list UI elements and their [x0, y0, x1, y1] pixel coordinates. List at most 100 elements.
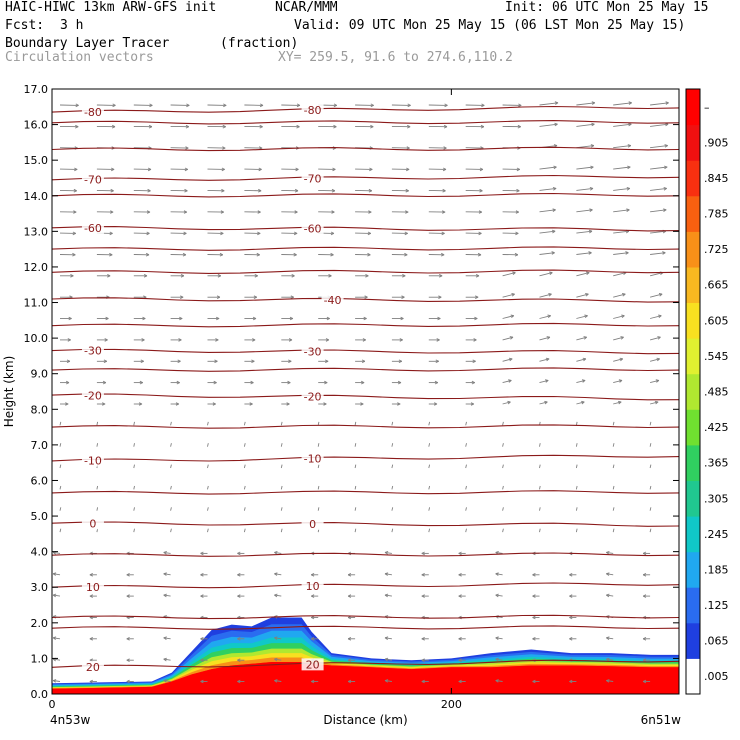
- circulation-vector-head: [436, 339, 440, 342]
- circulation-vector-head: [324, 382, 328, 385]
- circulation-vector: [502, 336, 514, 341]
- circulation-vector: [650, 102, 669, 106]
- circulation-vector-head: [407, 126, 411, 129]
- y-tick-label: 17.0: [24, 83, 49, 96]
- y-tick-label: 7.0: [31, 439, 49, 452]
- circulation-vector: [465, 464, 467, 469]
- circulation-vector-head: [256, 254, 260, 257]
- circulation-vector-head: [288, 360, 292, 364]
- circulation-vector-head: [220, 211, 224, 214]
- tracer-core: [52, 662, 679, 694]
- circulation-vector-head: [347, 636, 352, 640]
- circulation-vector-head: [249, 403, 253, 406]
- circulation-vector-head: [658, 315, 662, 319]
- circulation-vector: [539, 166, 557, 170]
- temperature-contour: [51, 174, 680, 181]
- circulation-vector: [280, 507, 283, 511]
- y-tick-label: 8.0: [31, 403, 49, 416]
- circulation-vector-head: [362, 339, 366, 342]
- temperature-contour: [51, 367, 680, 372]
- circulation-vector: [576, 102, 595, 106]
- circulation-vector-head: [104, 339, 108, 342]
- circulation-vector: [163, 551, 171, 554]
- circulation-vector-head: [216, 296, 221, 300]
- circulation-vector: [576, 123, 595, 127]
- circulation-vector-head: [642, 572, 647, 576]
- circulation-vector-head: [147, 190, 151, 193]
- circulation-vector-head: [551, 252, 555, 255]
- circulation-vector-head: [590, 166, 594, 170]
- circulation-vector-head: [471, 382, 475, 385]
- circulation-vector: [649, 464, 652, 469]
- circulation-vector: [650, 209, 667, 213]
- circulation-vector-head: [107, 275, 111, 278]
- circulation-vector-head: [421, 615, 425, 618]
- circulation-vector-head: [330, 232, 335, 236]
- circulation-vector-head: [549, 272, 553, 275]
- circulation-vector-head: [642, 658, 647, 661]
- contour-label: -20: [304, 391, 322, 404]
- circulation-vector-head: [126, 636, 130, 640]
- circulation-vector: [391, 421, 394, 426]
- circulation-vector: [502, 315, 514, 319]
- circulation-vector-head: [215, 339, 219, 342]
- circulation-vector: [53, 594, 61, 597]
- circulation-vector: [502, 421, 504, 426]
- colorbar-label: .845: [704, 172, 729, 185]
- circulation-vector: [502, 528, 504, 533]
- circulation-vector-head: [421, 636, 425, 640]
- circulation-vector-head: [126, 594, 130, 597]
- circulation-vector: [317, 421, 320, 426]
- circulation-vector: [170, 528, 172, 533]
- circulation-vector: [650, 187, 667, 191]
- circulation-vector-head: [200, 551, 204, 554]
- circulation-vector-head: [478, 232, 482, 236]
- circulation-vector: [53, 680, 61, 682]
- circulation-vector: [576, 336, 587, 341]
- circulation-vector-head: [584, 315, 588, 319]
- circulation-vector: [133, 464, 135, 469]
- circulation-vector-head: [606, 657, 610, 660]
- circulation-vector-head: [68, 318, 72, 321]
- circulation-vector-head: [555, 102, 559, 105]
- circulation-vector-head: [143, 275, 148, 278]
- circulation-vector-head: [509, 358, 513, 362]
- contour-label-bg: [301, 658, 324, 671]
- temperature-contour: [51, 297, 680, 303]
- circulation-vector-head: [223, 104, 227, 108]
- circulation-vector-head: [443, 126, 448, 129]
- circulation-vector: [354, 443, 357, 447]
- circulation-vector-head: [621, 315, 625, 319]
- circulation-vector-head: [347, 572, 352, 576]
- circulation-vector-head: [663, 209, 667, 212]
- circulation-vector: [613, 272, 627, 277]
- circulation-vector: [612, 507, 615, 511]
- circulation-vector-head: [294, 211, 298, 214]
- circulation-vector-head: [110, 211, 114, 214]
- y-tick-label: 6.0: [31, 474, 49, 487]
- circulation-vector-head: [139, 382, 143, 385]
- circulation-vector-head: [74, 168, 78, 172]
- contour-label: -30: [304, 345, 322, 358]
- circulation-vector: [649, 528, 652, 533]
- circulation-vector-head: [619, 380, 623, 383]
- circulation-vector: [133, 507, 135, 511]
- circulation-vector: [428, 443, 431, 447]
- circulation-vector-head: [52, 636, 57, 639]
- circulation-vector-head: [399, 339, 403, 342]
- circulation-vector-head: [606, 572, 610, 575]
- circulation-vector-head: [606, 636, 610, 639]
- circulation-vector-head: [89, 679, 93, 682]
- circulation-vector-head: [89, 572, 93, 576]
- circulation-vector-head: [532, 658, 536, 661]
- circulation-vector-head: [274, 550, 278, 553]
- temperature-contour: [51, 521, 680, 527]
- circulation-vector-head: [480, 126, 485, 129]
- circulation-vector-head: [148, 126, 153, 129]
- circulation-vector-head: [163, 615, 167, 617]
- colorbar-label: .665: [704, 279, 729, 292]
- contour-label-bg: [81, 660, 104, 673]
- circulation-vector-head: [274, 572, 278, 575]
- circulation-vector: [613, 230, 629, 234]
- circulation-vector: [384, 594, 392, 597]
